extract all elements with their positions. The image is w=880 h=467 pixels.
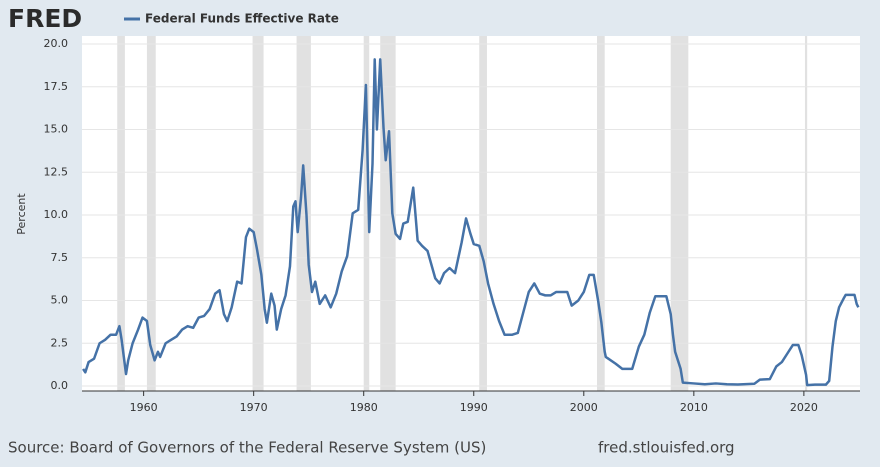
recession-band bbox=[804, 36, 808, 391]
y-tick-label: 15.0 bbox=[44, 123, 69, 136]
recession-band bbox=[117, 36, 125, 391]
y-tick-label: 12.5 bbox=[44, 165, 69, 178]
legend-label: Federal Funds Effective Rate bbox=[145, 12, 339, 26]
y-tick-label: 5.0 bbox=[51, 294, 69, 307]
y-tick-label: 2.5 bbox=[51, 336, 69, 349]
recession-band bbox=[479, 36, 487, 391]
x-tick-label: 2020 bbox=[790, 401, 818, 414]
y-tick-label: 20.0 bbox=[44, 37, 69, 50]
recession-band bbox=[596, 36, 605, 391]
x-tick-label: 1980 bbox=[350, 401, 378, 414]
source: Source: Board of Governors of the Federa… bbox=[8, 439, 486, 457]
x-tick-label: 1990 bbox=[460, 401, 488, 414]
y-tick-label: 0.0 bbox=[51, 379, 69, 392]
y-tick-label: 17.5 bbox=[44, 80, 69, 93]
recession-band bbox=[670, 36, 689, 391]
plot-area bbox=[82, 36, 860, 391]
x-tick-label: 2000 bbox=[570, 401, 598, 414]
site: fred.stlouisfed.org bbox=[598, 439, 735, 457]
y-tick-label: 10.0 bbox=[44, 208, 69, 221]
recession-band bbox=[146, 36, 156, 391]
y-tick-label: 7.5 bbox=[51, 251, 69, 264]
x-tick-label: 2010 bbox=[680, 401, 708, 414]
logo: FRED bbox=[8, 4, 82, 33]
series-line bbox=[82, 58, 860, 387]
recession-band bbox=[363, 36, 370, 391]
y-axis-label: Percent bbox=[15, 193, 28, 235]
recession-band bbox=[296, 36, 311, 391]
x-tick-label: 1970 bbox=[240, 401, 268, 414]
recession-band bbox=[252, 36, 264, 391]
x-tick-label: 1960 bbox=[130, 401, 158, 414]
